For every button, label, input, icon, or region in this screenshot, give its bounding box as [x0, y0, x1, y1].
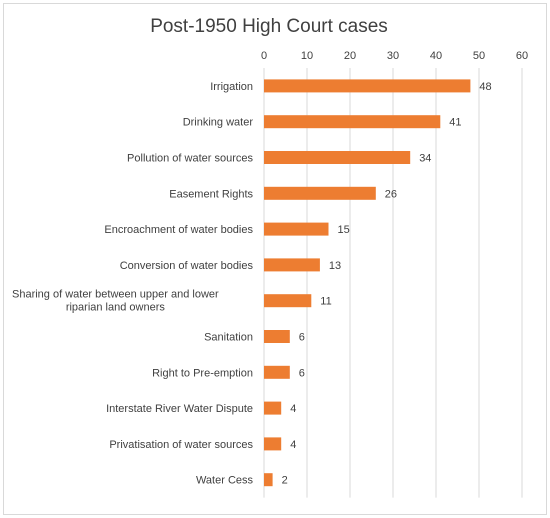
- bar: [264, 294, 312, 308]
- category-label: Water Cess: [196, 475, 254, 487]
- data-label: 2: [282, 475, 288, 487]
- data-label: 6: [299, 332, 305, 344]
- category-label: Right to Pre-emption: [152, 367, 253, 379]
- chart-title: Post-1950 High Court cases: [150, 16, 388, 37]
- bar: [264, 115, 441, 129]
- data-label: 41: [449, 117, 461, 129]
- category-label: Easement Rights: [169, 188, 253, 200]
- data-label: 4: [290, 439, 296, 451]
- category-label: Privatisation of water sources: [109, 439, 253, 451]
- bar: [264, 258, 320, 272]
- category-label: Pollution of water sources: [127, 153, 253, 165]
- bar: [264, 222, 329, 236]
- x-tick-label: 50: [473, 50, 485, 62]
- category-label: Sharing of water between upper and lower…: [12, 289, 219, 314]
- data-label: 4: [290, 403, 296, 415]
- x-tick-label: 20: [344, 50, 356, 62]
- category-label: Interstate River Water Dispute: [106, 403, 253, 415]
- x-tick-label: 40: [430, 50, 442, 62]
- x-tick-label: 60: [516, 50, 528, 62]
- x-tick-label: 10: [301, 50, 313, 62]
- data-label: 48: [479, 81, 491, 93]
- category-label: Irrigation: [210, 81, 253, 93]
- bar: [264, 330, 290, 343]
- bar: [264, 473, 273, 487]
- bar: [264, 151, 411, 164]
- data-label: 11: [320, 296, 331, 308]
- data-label: 13: [329, 260, 341, 272]
- data-label: 26: [385, 188, 397, 200]
- bar: [264, 365, 290, 379]
- category-label: Sanitation: [204, 332, 253, 344]
- category-label: Drinking water: [183, 117, 254, 129]
- data-label: 15: [338, 224, 350, 236]
- data-label: 34: [419, 153, 431, 165]
- bar: [264, 401, 282, 415]
- x-tick-label: 0: [261, 50, 267, 62]
- category-label: Encroachment of water bodies: [104, 224, 253, 236]
- category-label: Conversion of water bodies: [120, 260, 254, 272]
- x-tick-label: 30: [387, 50, 399, 62]
- bar: [264, 437, 282, 451]
- data-label: 6: [299, 367, 305, 379]
- bar: [264, 186, 376, 200]
- bar: [264, 79, 471, 93]
